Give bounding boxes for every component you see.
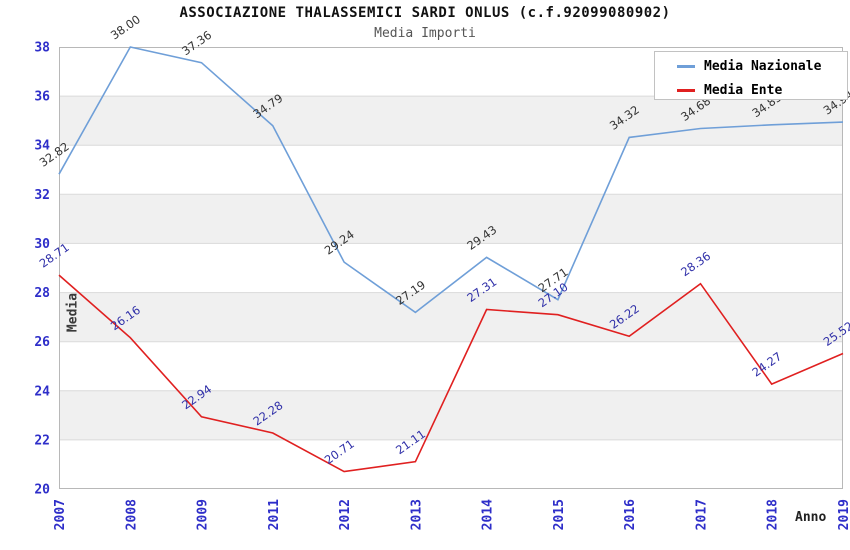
y-tick-label: 26	[34, 335, 50, 350]
data-label: 24.27	[749, 349, 784, 379]
legend-label: Media Ente	[704, 83, 783, 98]
y-axis-title: Media	[65, 292, 81, 333]
legend-item-media-ente: Media Ente	[677, 81, 847, 100]
x-tick-label: 2013	[409, 499, 424, 530]
legend-label: Media Nazionale	[704, 59, 822, 74]
series-line-media-ente	[58, 274, 844, 473]
y-tick-label: 32	[34, 188, 50, 203]
x-tick-label: 2007	[53, 499, 68, 530]
y-tick-label: 28	[34, 286, 50, 301]
x-tick-label: 2016	[623, 499, 638, 530]
x-tick-label: 2015	[552, 499, 567, 530]
x-tick-label: 2017	[695, 499, 710, 530]
chart-subtitle: Media Importi	[374, 26, 476, 41]
line-chart: 20 22 24 26 28 30 32 34 36 38 2007 2008 2009 2011 2012…	[34, 12, 850, 530]
y-tick-label: 30	[34, 237, 50, 252]
x-tick-label: 2008	[124, 499, 139, 530]
y-tick-label: 22	[34, 433, 50, 448]
legend-line-swatch-blue	[677, 65, 695, 68]
plot-frame	[59, 47, 843, 489]
x-tick-label: 2009	[196, 499, 211, 530]
legend-line-swatch-red	[677, 89, 695, 92]
data-label: 20.71	[322, 437, 357, 467]
legend-item-media-nazionale: Media Nazionale	[677, 57, 847, 76]
band	[60, 96, 842, 146]
x-tick-label: 2011	[267, 499, 282, 530]
band	[60, 194, 842, 244]
band	[60, 390, 842, 440]
data-label: 28.36	[678, 249, 713, 279]
y-tick-label: 24	[34, 384, 50, 399]
x-tick-label: 2014	[481, 499, 496, 530]
series-line-media-nazionale	[58, 46, 844, 314]
legend-box: Media Nazionale Media Ente	[654, 51, 848, 100]
x-tick-label: 2012	[338, 499, 353, 530]
chart-title: ASSOCIAZIONE THALASSEMICI SARDI ONLUS (c…	[179, 5, 671, 21]
y-tick-label: 38	[34, 41, 50, 56]
x-axis-title: Anno	[795, 510, 827, 525]
y-tick-label: 34	[34, 139, 50, 154]
x-tick-label: 2019	[837, 499, 850, 530]
y-tick-label: 36	[34, 90, 50, 105]
x-tick-label: 2018	[766, 499, 781, 530]
y-tick-label: 20	[34, 483, 50, 498]
plot-area: 20 22 24 26 28 30 32 34 36 38 2007 2008 2009 2011 2012…	[34, 12, 850, 530]
